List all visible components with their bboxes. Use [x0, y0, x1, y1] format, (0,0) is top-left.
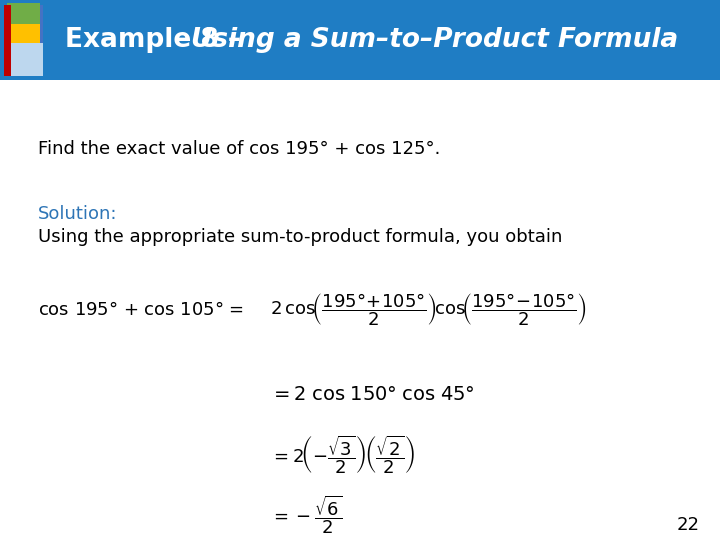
Text: $= -\dfrac{\sqrt{6}}{2}$: $= -\dfrac{\sqrt{6}}{2}$	[270, 494, 343, 536]
Text: $= 2\!\left(-\dfrac{\sqrt{3}}{2}\right)\!\left(\dfrac{\sqrt{2}}{2}\right)$: $= 2\!\left(-\dfrac{\sqrt{3}}{2}\right)\…	[270, 434, 415, 476]
Text: 22: 22	[677, 516, 700, 534]
Text: $= 2\;\mathrm{cos}\;150°\;\mathrm{cos}\;45°$: $= 2\;\mathrm{cos}\;150°\;\mathrm{cos}\;…	[270, 386, 474, 404]
Text: Using a Sum–to–Product Formula: Using a Sum–to–Product Formula	[191, 27, 678, 53]
Text: Using the appropriate sum-to-product formula, you obtain: Using the appropriate sum-to-product for…	[38, 228, 562, 246]
Text: Find the exact value of cos 195° + cos 125°.: Find the exact value of cos 195° + cos 1…	[38, 140, 441, 158]
Text: $2\,\mathrm{cos}\!\left(\dfrac{195°\!+\!105°}{2}\right)\!\mathrm{cos}\!\left(\df: $2\,\mathrm{cos}\!\left(\dfrac{195°\!+\!…	[270, 292, 587, 328]
Text: Solution:: Solution:	[38, 205, 117, 223]
Text: Example 8 –: Example 8 –	[65, 27, 250, 53]
Text: cos 195$\degree$ + cos 105$\degree$ =: cos 195$\degree$ + cos 105$\degree$ =	[38, 301, 244, 319]
